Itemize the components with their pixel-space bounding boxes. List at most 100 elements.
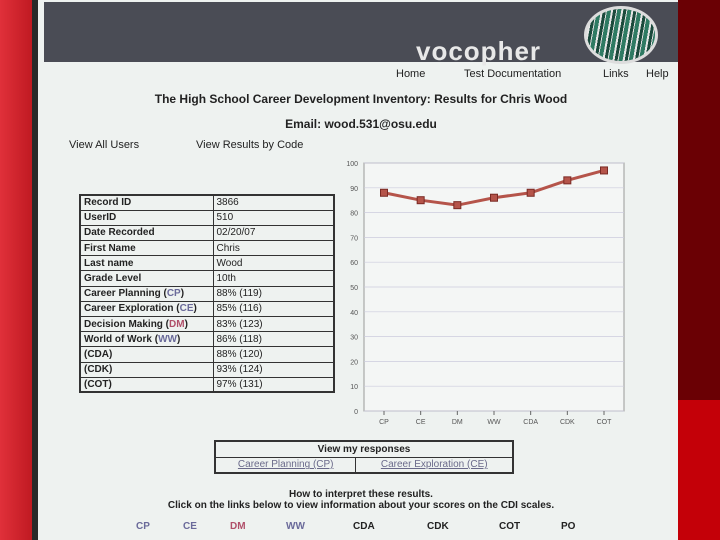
x-tick-label: CDK [560, 419, 575, 426]
record-row: Last name Wood [79, 255, 335, 272]
x-tick-label: CP [379, 419, 389, 426]
record-row: (CDA) 88% (120) [79, 346, 335, 363]
brand-logo-text: vocopher [416, 36, 542, 66]
record-value: Chris [212, 240, 335, 257]
scale-link-dm[interactable]: DM [230, 521, 246, 532]
data-point-cot [600, 166, 608, 175]
scale-link-ce[interactable]: CE [183, 521, 197, 532]
record-label: First Name [79, 240, 214, 257]
record-value: 88% (119) [212, 285, 335, 302]
record-row: UserID 510 [79, 209, 335, 226]
y-tick-label: 100 [346, 161, 358, 168]
record-label: Career Planning (CP) [79, 285, 214, 302]
y-tick-label: 20 [350, 359, 358, 366]
x-tick-label: CDA [523, 419, 538, 426]
x-tick-label: WW [487, 419, 501, 426]
record-label-text: Career Exploration ( [84, 303, 180, 315]
record-row: Career Planning (CP) 88% (119) [79, 285, 335, 302]
view-results-by-code-link[interactable]: View Results by Code [196, 139, 304, 151]
record-label-text: Date Recorded [84, 227, 155, 239]
record-label-text: First Name [84, 242, 136, 254]
interpret-heading: How to interpret these results. [289, 489, 433, 500]
career-planning-responses-link[interactable]: Career Planning (CP) [237, 459, 334, 471]
record-value: 510 [212, 209, 335, 226]
nav-test-documentation[interactable]: Test Documentation [464, 68, 562, 80]
record-value: 3866 [212, 194, 335, 211]
data-point-ww [490, 193, 498, 202]
scale-code: CP [166, 288, 181, 300]
scale-link-cdk[interactable]: CDK [427, 521, 449, 532]
record-label: UserID [79, 209, 214, 226]
x-tick-label: DM [452, 419, 463, 426]
record-label: (COT) [79, 376, 214, 393]
record-row: Record ID 3866 [79, 194, 335, 211]
record-value: 88% (120) [212, 346, 335, 363]
record-label-text: (CDA) [84, 348, 113, 360]
x-tick-label: CE [416, 419, 426, 426]
record-row: (COT) 97% (131) [79, 376, 335, 393]
record-label-text: Last name [84, 257, 134, 269]
record-label: Grade Level [79, 270, 214, 287]
scale-link-cot[interactable]: COT [499, 521, 521, 532]
record-row: World of Work (WW) 86% (118) [79, 331, 335, 348]
interpret-instructions: Click on the links below to view informa… [167, 500, 555, 511]
record-row: (CDK) 93% (124) [79, 361, 335, 378]
nav-home[interactable]: Home [396, 68, 426, 80]
y-tick-label: 10 [350, 384, 358, 391]
record-label: World of Work (WW) [79, 331, 214, 348]
record-row: Career Exploration (CE) 85% (116) [79, 300, 335, 318]
record-label: Career Exploration (CE) [79, 300, 214, 318]
record-value: 83% (123) [212, 315, 335, 333]
view-responses-table: View my responses Career Planning (CP) C… [214, 440, 514, 474]
record-row: First Name Chris [79, 240, 335, 257]
record-value: 10th [212, 270, 335, 287]
record-label-text: UserID [84, 212, 117, 224]
record-row: Date Recorded 02/20/07 [79, 224, 335, 242]
record-label-text: Decision Making ( [84, 318, 170, 330]
record-label: (CDK) [79, 361, 214, 378]
results-page: vocopher Home Test Documentation Links H… [32, 0, 678, 540]
record-value: 02/20/07 [212, 224, 335, 242]
slide-background-accent [678, 400, 720, 540]
scale-link-cp[interactable]: CP [136, 521, 150, 532]
scale-code: WW [158, 333, 177, 345]
scale-link-ww[interactable]: WW [286, 521, 305, 532]
record-label: Record ID [79, 194, 214, 211]
career-exploration-responses-link[interactable]: Career Exploration (CE) [380, 459, 488, 471]
y-tick-label: 40 [350, 310, 358, 317]
data-point-ce [416, 196, 425, 205]
data-point-cda [526, 188, 535, 197]
y-tick-label: 70 [350, 235, 358, 242]
record-label-text: Grade Level [84, 273, 142, 285]
y-tick-label: 0 [354, 409, 358, 416]
record-row: Grade Level 10th [79, 270, 335, 287]
record-label: (CDA) [79, 346, 214, 363]
slide-background-left [0, 0, 32, 540]
record-label-text: (COT) [84, 379, 112, 391]
record-value: 93% (124) [212, 361, 335, 378]
y-tick-label: 60 [350, 260, 358, 267]
nav-help[interactable]: Help [646, 68, 669, 80]
record-label: Decision Making (DM) [79, 315, 214, 333]
record-value: 86% (118) [212, 331, 335, 348]
scale-link-cda[interactable]: CDA [353, 521, 375, 532]
score-line-chart: 0 10 20 30 40 50 60 70 80 90 100 CP CE DM WW CDA CDK COT [346, 161, 625, 426]
page-title: The High School Career Development Inven… [154, 92, 568, 106]
record-table: Record ID 3866 UserID 510 Date Recorded 02/20… [79, 194, 335, 394]
record-value: Wood [212, 255, 335, 272]
nav-links[interactable]: Links [603, 68, 629, 80]
view-responses-header: View my responses [214, 440, 514, 458]
record-label-text: (CDK) [84, 364, 113, 376]
data-point-cp [380, 188, 388, 197]
y-tick-label: 80 [350, 211, 358, 218]
data-point-dm [453, 201, 462, 210]
record-value: 97% (131) [212, 376, 335, 393]
header-banner: vocopher [44, 2, 678, 66]
view-all-users-link[interactable]: View All Users [69, 139, 140, 151]
scale-link-po[interactable]: PO [561, 521, 576, 532]
y-tick-label: 90 [350, 186, 358, 193]
record-label-text: Record ID [84, 197, 132, 209]
record-value: 85% (116) [212, 300, 335, 318]
user-email: Email: wood.531@osu.edu [285, 117, 437, 131]
y-tick-label: 50 [350, 285, 358, 292]
